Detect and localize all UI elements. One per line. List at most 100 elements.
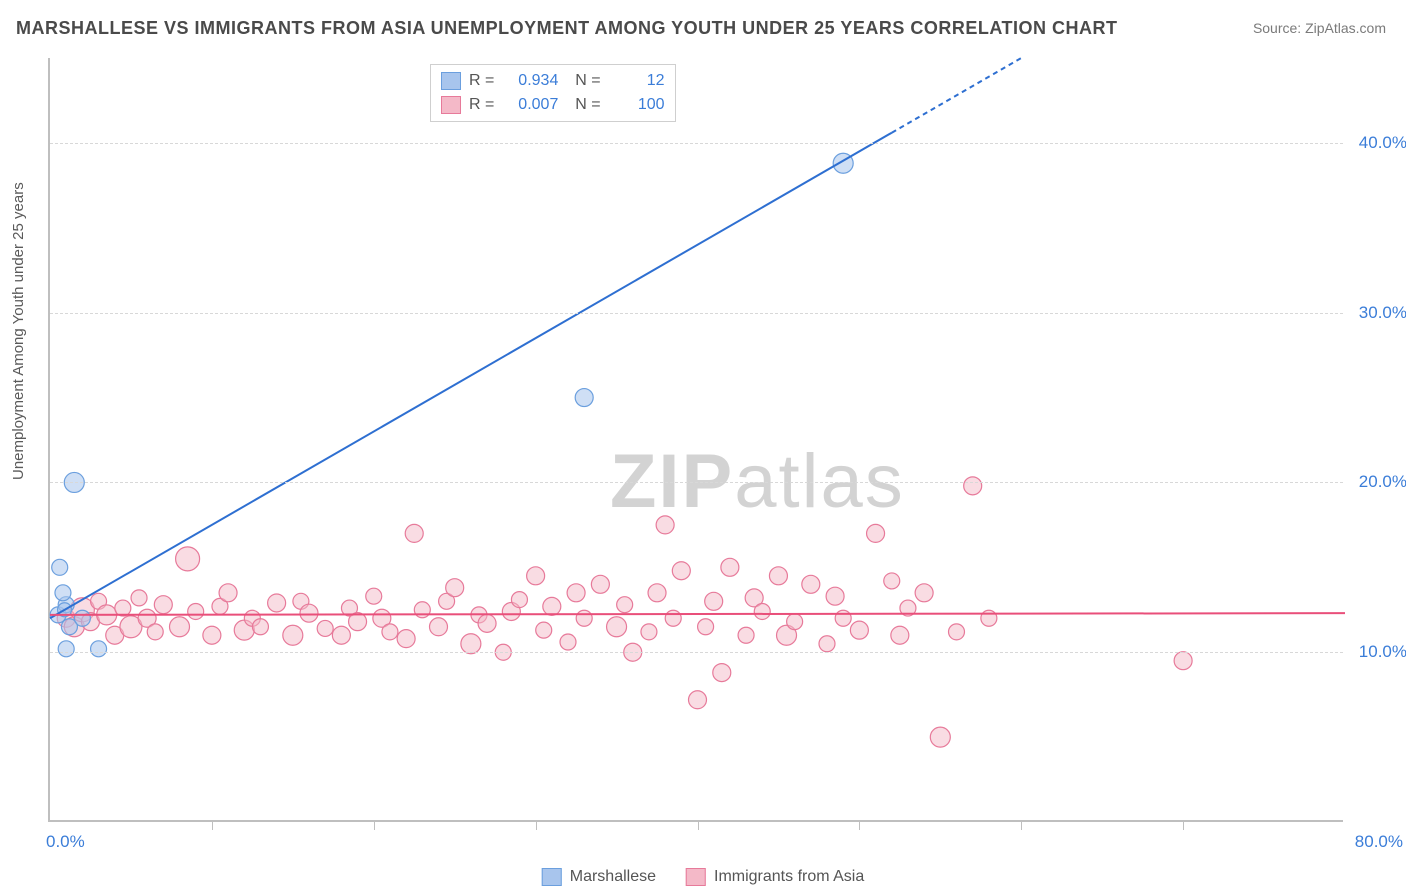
legend-swatch bbox=[686, 868, 706, 886]
data-point bbox=[52, 559, 68, 575]
data-point bbox=[55, 585, 71, 601]
data-point bbox=[511, 592, 527, 608]
data-point bbox=[713, 664, 731, 682]
y-tick-label: 40.0% bbox=[1359, 133, 1406, 153]
trend-line bbox=[50, 133, 892, 619]
legend-label: Immigrants from Asia bbox=[714, 868, 864, 886]
data-point bbox=[769, 567, 787, 585]
stat-n-label: N = bbox=[566, 69, 600, 93]
data-point bbox=[884, 573, 900, 589]
stat-r-label: R = bbox=[469, 69, 494, 93]
data-point bbox=[575, 389, 593, 407]
data-point bbox=[576, 610, 592, 626]
data-point bbox=[826, 587, 844, 605]
trend-line-dashed bbox=[892, 58, 1022, 133]
data-point bbox=[787, 614, 803, 630]
data-point bbox=[147, 624, 163, 640]
y-tick-label: 20.0% bbox=[1359, 472, 1406, 492]
data-point bbox=[689, 691, 707, 709]
x-tick bbox=[859, 820, 860, 830]
data-point bbox=[252, 619, 268, 635]
x-tick bbox=[536, 820, 537, 830]
data-point bbox=[405, 524, 423, 542]
data-point bbox=[446, 579, 464, 597]
gridline-h bbox=[50, 652, 1343, 653]
stat-r-value: 0.934 bbox=[502, 69, 558, 93]
chart-svg bbox=[50, 58, 1343, 820]
legend-item: Immigrants from Asia bbox=[686, 868, 864, 886]
data-point bbox=[300, 604, 318, 622]
data-point bbox=[964, 477, 982, 495]
data-point bbox=[891, 626, 909, 644]
data-point bbox=[835, 610, 851, 626]
stat-n-value: 100 bbox=[609, 93, 665, 117]
data-point bbox=[617, 597, 633, 613]
chart-title: MARSHALLESE VS IMMIGRANTS FROM ASIA UNEM… bbox=[16, 18, 1118, 39]
legend-label: Marshallese bbox=[570, 868, 656, 886]
series-legend: Marshallese Immigrants from Asia bbox=[542, 868, 865, 886]
data-point bbox=[1174, 652, 1192, 670]
gridline-h bbox=[50, 313, 1343, 314]
data-point bbox=[560, 634, 576, 650]
x-tick bbox=[374, 820, 375, 830]
gridline-h bbox=[50, 482, 1343, 483]
data-point bbox=[58, 641, 74, 657]
data-point bbox=[91, 641, 107, 657]
data-point bbox=[705, 592, 723, 610]
stat-n-label: N = bbox=[566, 93, 600, 117]
data-point bbox=[176, 547, 200, 571]
data-point bbox=[567, 584, 585, 602]
legend-swatch bbox=[441, 72, 461, 90]
data-point bbox=[170, 617, 190, 637]
data-point bbox=[607, 617, 627, 637]
legend-item: Marshallese bbox=[542, 868, 656, 886]
data-point bbox=[648, 584, 666, 602]
x-tick bbox=[212, 820, 213, 830]
data-point bbox=[754, 603, 770, 619]
data-point bbox=[332, 626, 350, 644]
data-point bbox=[268, 594, 286, 612]
stats-legend: R = 0.934 N = 12 R = 0.007 N = 100 bbox=[430, 64, 676, 122]
data-point bbox=[802, 575, 820, 593]
legend-swatch bbox=[542, 868, 562, 886]
stat-r-label: R = bbox=[469, 93, 494, 117]
data-point bbox=[819, 636, 835, 652]
data-point bbox=[656, 516, 674, 534]
stat-r-value: 0.007 bbox=[502, 93, 558, 117]
source-label: Source: ZipAtlas.com bbox=[1253, 20, 1386, 36]
data-point bbox=[478, 614, 496, 632]
data-point bbox=[698, 619, 714, 635]
data-point bbox=[949, 624, 965, 640]
data-point bbox=[543, 597, 561, 615]
y-tick-label: 30.0% bbox=[1359, 303, 1406, 323]
data-point bbox=[397, 630, 415, 648]
data-point bbox=[203, 626, 221, 644]
trend-line bbox=[50, 613, 1345, 615]
x-tick-label: 80.0% bbox=[1355, 832, 1403, 852]
x-tick-label: 0.0% bbox=[46, 832, 85, 852]
data-point bbox=[283, 625, 303, 645]
data-point bbox=[219, 584, 237, 602]
data-point bbox=[317, 620, 333, 636]
data-point bbox=[461, 634, 481, 654]
gridline-h bbox=[50, 143, 1343, 144]
data-point bbox=[154, 596, 172, 614]
stat-n-value: 12 bbox=[609, 69, 665, 93]
x-tick bbox=[1021, 820, 1022, 830]
data-point bbox=[115, 600, 131, 616]
data-point bbox=[430, 618, 448, 636]
data-point bbox=[867, 524, 885, 542]
data-point bbox=[74, 610, 90, 626]
stats-legend-row: R = 0.934 N = 12 bbox=[441, 69, 665, 93]
data-point bbox=[382, 624, 398, 640]
data-point bbox=[366, 588, 382, 604]
legend-swatch bbox=[441, 96, 461, 114]
y-tick-label: 10.0% bbox=[1359, 642, 1406, 662]
data-point bbox=[665, 610, 681, 626]
data-point bbox=[930, 727, 950, 747]
x-tick bbox=[698, 820, 699, 830]
data-point bbox=[641, 624, 657, 640]
data-point bbox=[591, 575, 609, 593]
data-point bbox=[915, 584, 933, 602]
x-tick bbox=[1183, 820, 1184, 830]
